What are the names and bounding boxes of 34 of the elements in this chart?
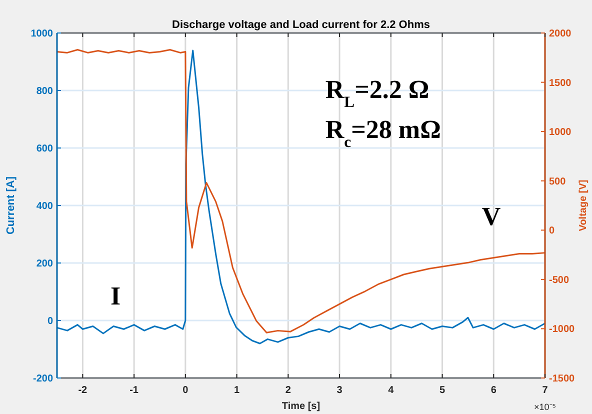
x-tick-label: 2 [285,385,292,396]
y-tick-label: 800 [36,86,54,97]
x-tick-label: -2 [78,385,88,396]
annotation: V [482,202,501,231]
y2-tick-label: 2000 [549,28,572,40]
y2-axis-title: Voltage [V] [578,180,589,232]
y-tick-label: 600 [36,144,54,154]
annotation: R$_{L}$=2.2 Ω [325,75,430,110]
text: ×10⁻⁵ [534,402,556,412]
y2-tick-label: -1000 [549,324,576,336]
x-axis-title: Time [s] [282,401,320,412]
x-tick-label: 5 [439,385,446,396]
annotation: R$_{c}$=28 mΩ [325,115,441,150]
x-tick-label: 7 [542,385,548,396]
annotation: I [110,281,121,310]
chart-title: Discharge voltage and Load current for 2.2 Ohms [172,19,430,31]
y-tick-label: 1000 [30,28,54,40]
y-tick-label: 200 [36,258,54,270]
y2-tick-label: 1500 [549,78,572,89]
y2-tick-label: -1500 [549,374,576,384]
y2-tick-label: -500 [549,274,570,286]
y2-tick-label: 500 [549,176,566,188]
y-axis-title: Current [A] [5,176,17,235]
y-tick-label: 400 [36,201,54,212]
x-tick-label: -1 [130,385,139,396]
x-tick-label: 1 [234,385,240,396]
x-tick-label: 0 [182,385,189,396]
y2-tick-label: 1000 [549,127,572,138]
y-tick-label: 0 [47,316,54,327]
y-tick-label: -200 [32,374,54,384]
x-tick-label: 6 [490,385,497,396]
x-tick-label: 4 [388,385,394,396]
x-tick-label: 3 [336,385,343,396]
y2-tick-label: 0 [549,226,555,237]
